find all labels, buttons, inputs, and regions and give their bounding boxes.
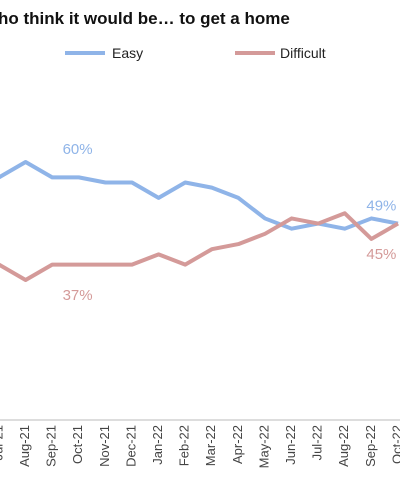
line-series <box>0 160 399 231</box>
legend-label: Easy <box>112 45 143 61</box>
x-tick-label: Jul-21 <box>0 425 5 460</box>
x-tick-label: Oct-21 <box>70 425 85 464</box>
data-label: 37% <box>63 287 93 304</box>
x-tick-label: Apr-22 <box>230 425 245 464</box>
x-tick-label: Jul-22 <box>310 425 325 460</box>
data-label: 45% <box>366 246 396 263</box>
x-tick-label: Aug-22 <box>336 425 351 467</box>
x-tick-label: Mar-22 <box>203 425 218 466</box>
x-tick-label: Jan-22 <box>150 425 165 465</box>
legend-label: Difficult <box>280 45 326 61</box>
data-label: 60% <box>63 141 93 158</box>
x-tick-label: Sep-22 <box>363 425 378 467</box>
chart-title: ho think it would be… to get a home <box>0 9 290 28</box>
x-tick-label: May-22 <box>256 425 271 468</box>
x-tick-label: Nov-21 <box>97 425 112 467</box>
x-tick-label: Dec-21 <box>123 425 138 467</box>
x-tick-label: Feb-22 <box>177 425 192 466</box>
x-tick-label: Oct-22 <box>389 425 400 464</box>
line-series <box>0 211 400 282</box>
x-tick-label: Sep-21 <box>44 425 59 467</box>
x-tick-label: Aug-21 <box>17 425 32 467</box>
data-label: 49% <box>366 197 396 214</box>
x-tick-label: Jun-22 <box>283 425 298 465</box>
